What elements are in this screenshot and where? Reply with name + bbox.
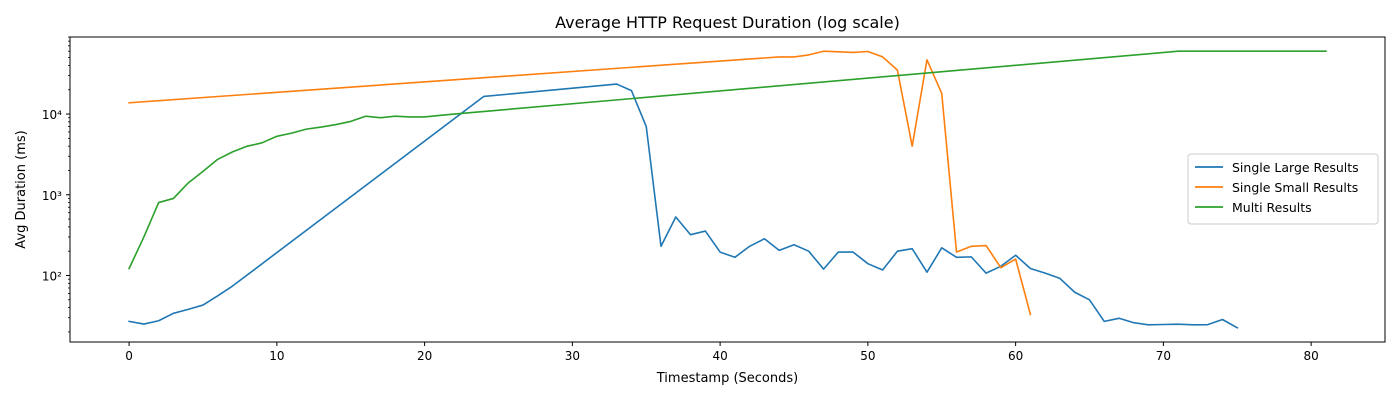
y-tick-label: 10² (42, 269, 62, 283)
legend-entry-label: Single Large Results (1232, 160, 1359, 175)
legend-entry-label: Single Small Results (1232, 180, 1358, 195)
x-tick-label: 60 (1008, 349, 1023, 363)
x-tick-label: 50 (860, 349, 875, 363)
legend-entry-label: Multi Results (1232, 200, 1312, 215)
y-axis-ticks: 10² 10³ 10⁴ (42, 36, 70, 333)
plot-frame (69, 36, 1386, 343)
series-line-2 (128, 50, 1032, 316)
x-tick-label: 0 (125, 349, 133, 363)
x-tick-label: 30 (565, 349, 580, 363)
chart-title: Average HTTP Request Duration (log scale… (555, 13, 900, 32)
x-tick-label: 80 (1303, 349, 1318, 363)
x-axis-label: Timestamp (Seconds) (656, 371, 798, 386)
y-axis-label: Avg Duration (ms) (14, 130, 29, 248)
x-tick-label: 70 (1156, 349, 1171, 363)
x-tick-label: 20 (417, 349, 432, 363)
legend: Single Large Results Single Small Results… (1187, 153, 1379, 225)
legend-box (1187, 153, 1379, 225)
y-tick-label: 10⁴ (42, 108, 62, 122)
x-tick-label: 10 (269, 349, 284, 363)
y-tick-label: 10³ (42, 189, 62, 203)
x-tick-label: 40 (712, 349, 727, 363)
x-axis-ticks: 0 10 20 30 40 50 60 70 80 (125, 342, 1319, 363)
series-line-3 (128, 50, 1327, 270)
series-layer (128, 50, 1327, 329)
series-line-1 (128, 83, 1239, 329)
